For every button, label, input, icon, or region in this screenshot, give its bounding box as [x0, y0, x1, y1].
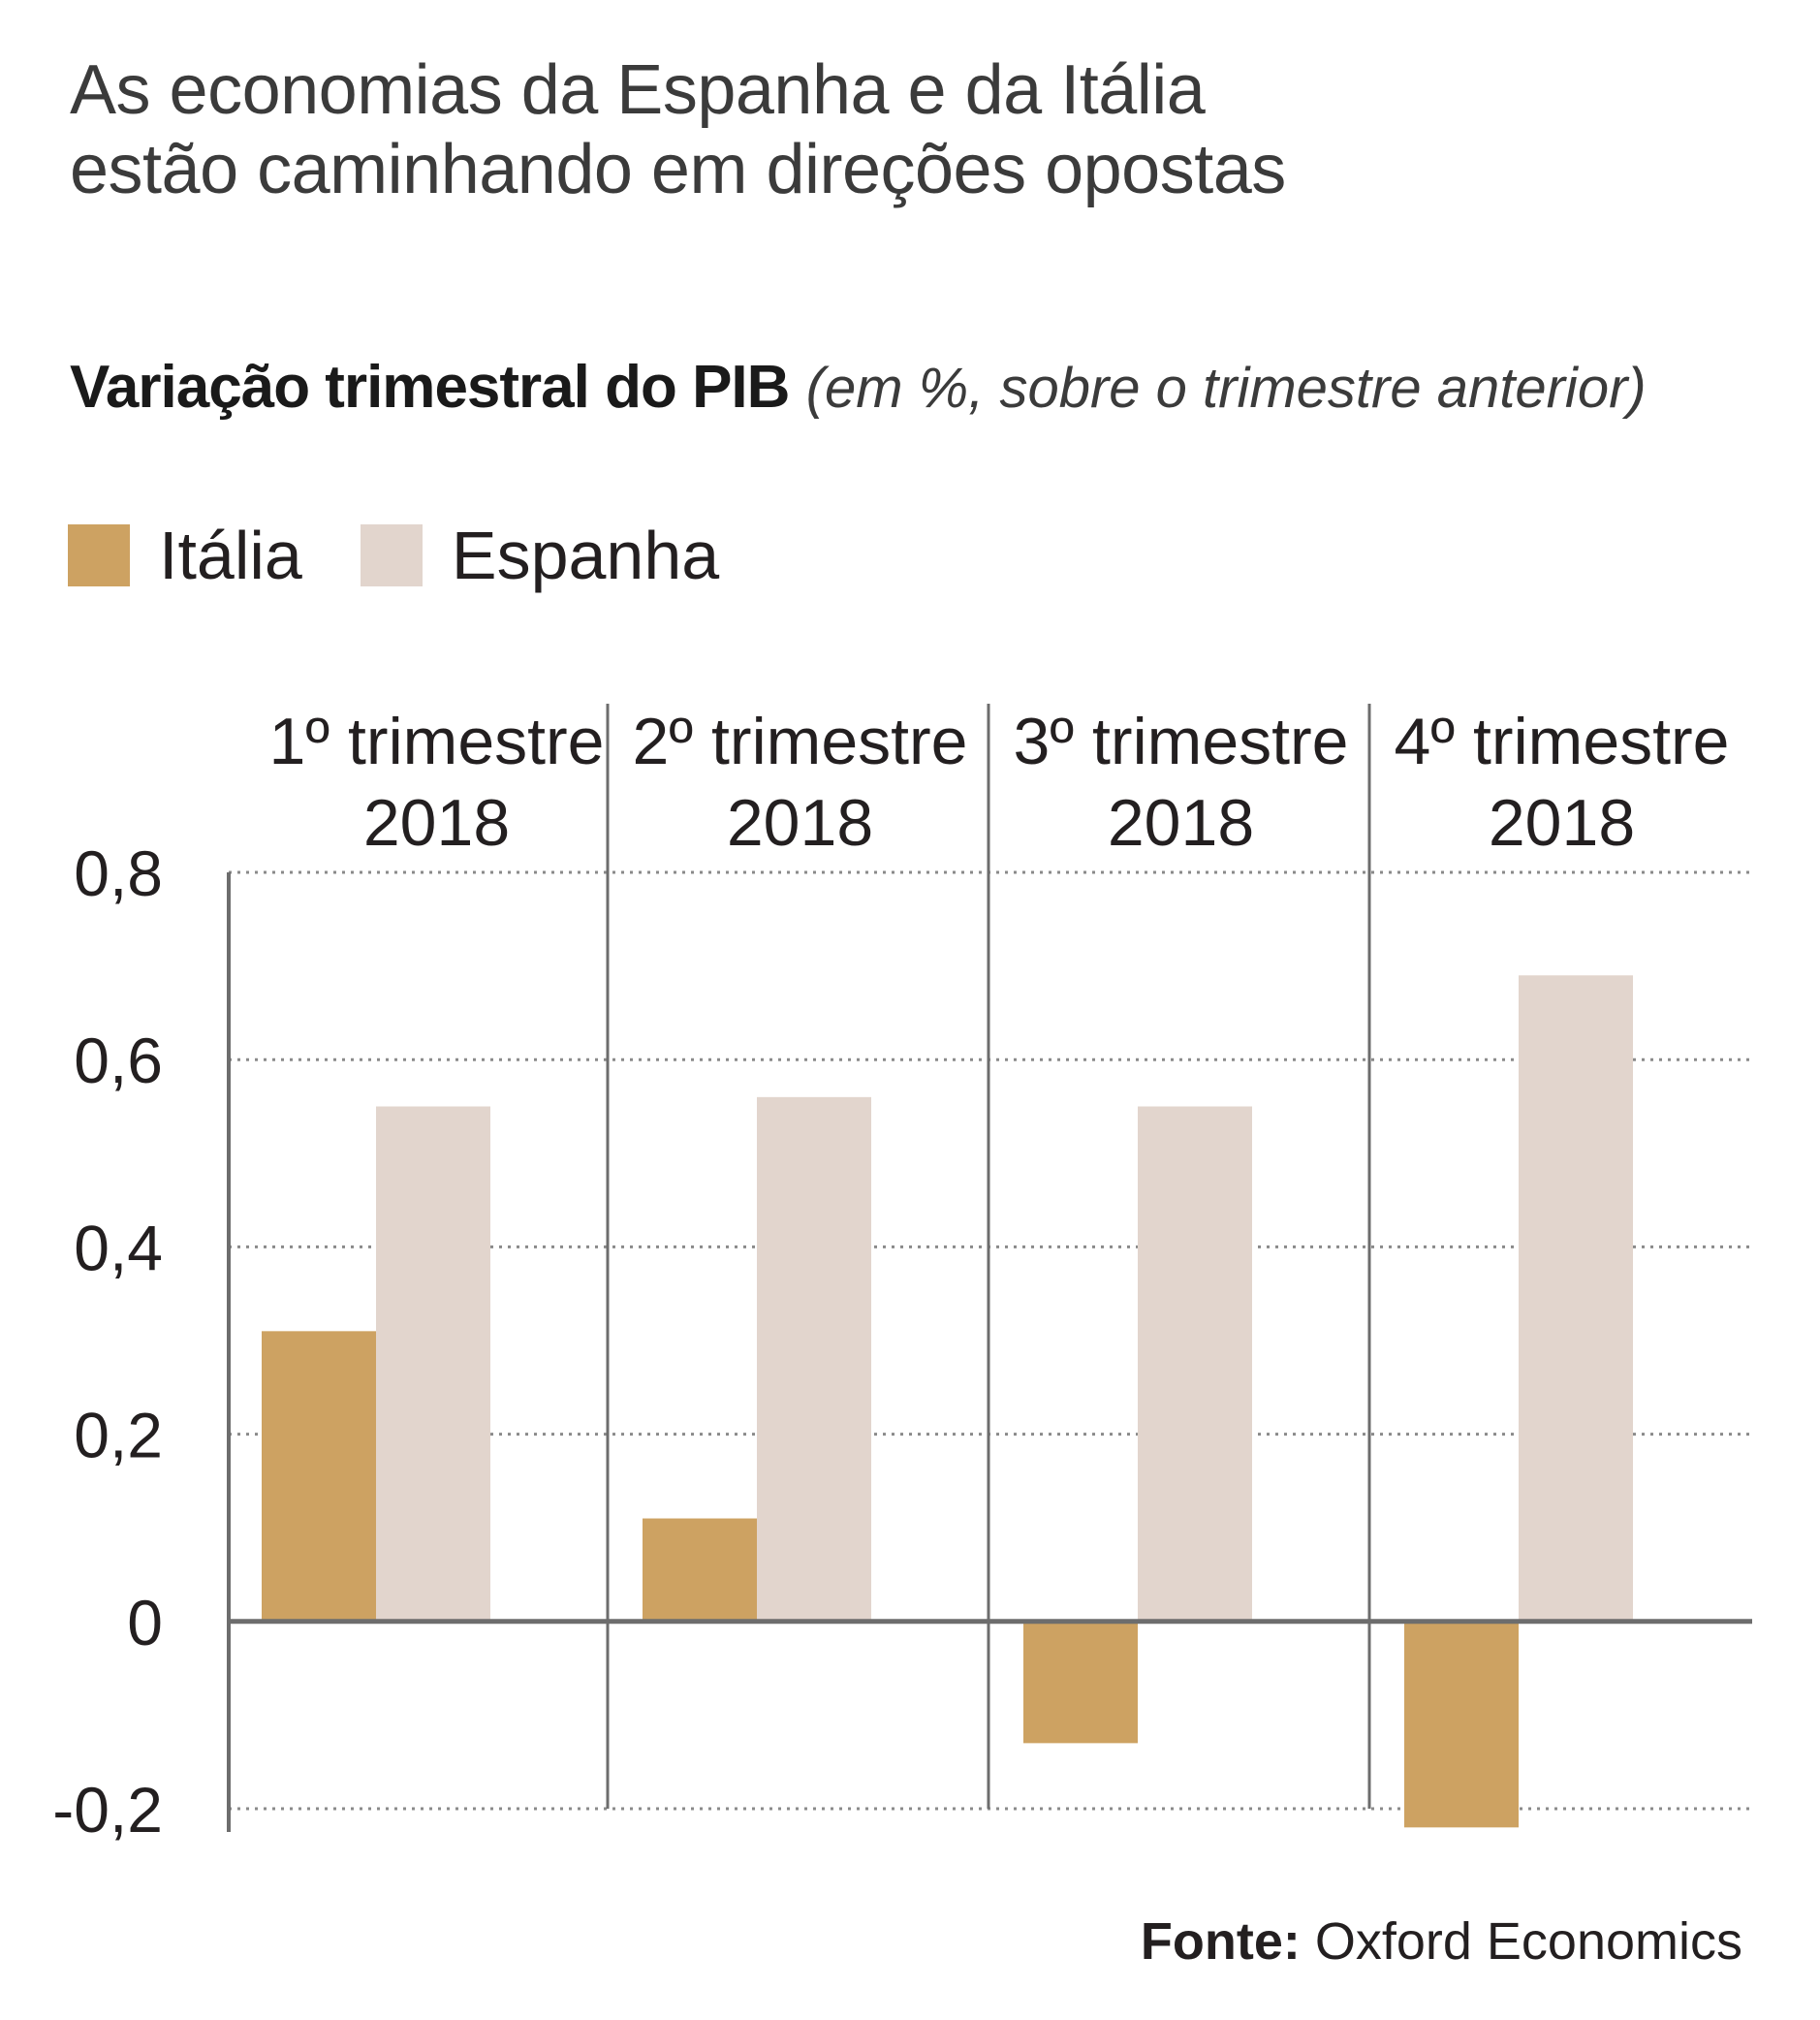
headline: As economias da Espanha e da Itália estã… [70, 50, 1775, 209]
y-tick-label: 0,4 [74, 1212, 163, 1283]
source-note: Fonte: Oxford Economics [1141, 1911, 1742, 1972]
y-tick-label: 0,8 [74, 837, 163, 909]
category-label: 2º trimestre [632, 705, 967, 778]
subtitle-italic: (em %, sobre o trimestre anterior) [805, 357, 1647, 420]
category-label: 2018 [1108, 786, 1254, 860]
bar-italia [262, 1331, 376, 1622]
y-tick-label: 0,6 [74, 1025, 163, 1096]
bar-espanha [376, 1106, 490, 1622]
bar-chart: 0,8 0,6 0,4 0,2 0 -0,2 1º trimestre 2018 2º trim… [52, 704, 1752, 1846]
legend-label-espanha: Espanha [451, 518, 720, 593]
category-label: 1º trimestre [268, 705, 604, 778]
bar-espanha [1138, 1106, 1252, 1622]
source-label: Fonte: [1140, 1912, 1301, 1971]
legend-label-italia: Itália [159, 518, 302, 593]
legend-swatch-espanha [360, 524, 423, 586]
legend-item-espanha: Espanha [360, 517, 720, 594]
bar-italia [1023, 1621, 1138, 1744]
y-tick-label: 0 [127, 1587, 163, 1658]
legend: Itália Espanha [68, 512, 777, 599]
y-tick-label: 0,2 [74, 1400, 163, 1471]
category-label: 2018 [1489, 786, 1635, 860]
legend-swatch-italia [68, 524, 130, 586]
category-label: 2018 [363, 786, 510, 860]
headline-line-2: estão caminhando em direções opostas [70, 131, 1286, 208]
subtitle-bold: Variação trimestral do PIB [70, 354, 790, 421]
source-value: Oxford Economics [1314, 1912, 1742, 1971]
chart-subtitle: Variação trimestral do PIB (em %, sobre … [70, 349, 1795, 427]
bar-espanha [757, 1096, 871, 1622]
legend-item-italia: Itália [68, 517, 302, 594]
headline-line-1: As economias da Espanha e da Itália [70, 51, 1206, 129]
bar-espanha [1519, 975, 1633, 1622]
category-label: 2018 [727, 786, 873, 860]
category-label: 3º trimestre [1013, 705, 1348, 778]
y-tick-label: -0,2 [52, 1774, 163, 1846]
bar-italia [643, 1518, 757, 1622]
bar-italia [1404, 1621, 1519, 1828]
category-label: 4º trimestre [1394, 705, 1729, 778]
